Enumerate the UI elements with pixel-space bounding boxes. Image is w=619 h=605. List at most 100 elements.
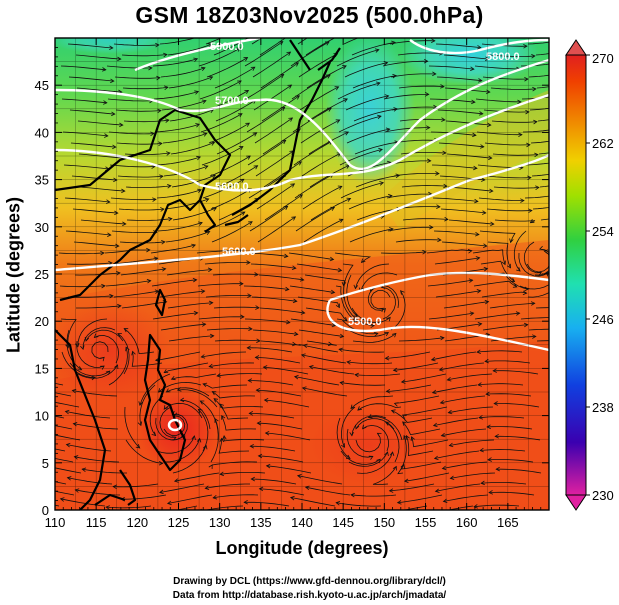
streamline-arrow [342,65,347,70]
streamline [115,109,161,112]
streamline [372,466,397,485]
streamline-arrow [286,51,292,56]
credit-data: Data from http://database.rish.kyoto-u.a… [172,590,447,601]
streamline-arrow [151,431,157,437]
streamline [382,60,428,67]
streamline-arrow [248,326,253,331]
streamline-arrow [196,155,201,161]
streamline-arrow [402,421,407,426]
streamline-arrow [477,322,483,327]
streamline [289,285,335,293]
streamline [340,182,384,199]
streamline-arrow [19,376,23,380]
streamline [104,249,150,254]
streamline-arrow [208,300,214,306]
streamline-arrow [300,353,306,358]
streamline-arrow [258,486,264,492]
streamline [293,140,333,166]
streamline-arrow [131,350,136,356]
streamline-arrow [112,484,117,490]
streamline-arrow [245,122,251,127]
streamline-arrow [468,278,474,283]
streamline [526,250,549,273]
streamline-arrow [153,256,159,262]
streamline [125,185,171,188]
streamline [524,195,549,199]
streamline-arrow [110,78,115,84]
streamline-arrow [556,274,560,278]
streamline [344,62,388,78]
streamline-arrow [214,418,219,423]
streamline [535,53,549,56]
streamline [481,291,527,298]
streamline [262,128,301,155]
streamline [435,290,481,298]
streamline [303,219,344,243]
streamline-arrow [194,90,200,95]
streamline-arrow [337,185,343,190]
streamline-arrow [479,111,484,116]
x-axis-title: Longitude (degrees) [215,538,389,558]
streamline [340,406,356,448]
streamline-arrow [341,32,345,36]
streamline [337,82,381,100]
streamline [167,302,213,309]
streamline-arrow [487,457,492,462]
streamline-arrow [383,28,387,32]
streamline-arrow [475,256,481,261]
streamline [443,494,489,502]
streamline-arrow [250,34,254,38]
streamline [55,504,60,507]
streamline-arrow [531,54,536,59]
streamline [351,42,396,56]
streamline [171,413,188,441]
streamline [539,185,549,188]
streamline-arrow [385,421,390,426]
streamline-arrow [386,316,391,322]
streamline-arrow [432,422,438,428]
streamline [205,295,252,298]
streamline-arrow [219,471,225,477]
streamline-arrow [495,466,500,472]
streamline-arrow [391,332,397,338]
streamline [350,395,394,409]
streamline [443,54,489,60]
streamline [336,417,351,459]
streamline-arrow [166,151,171,156]
streamline-arrow [340,443,346,448]
streamline-arrow [473,165,478,171]
streamline-arrow [292,298,298,304]
streamline [445,120,491,126]
streamline-arrow [429,224,434,230]
y-axis-title: Latitude (degrees) [3,196,24,354]
streamline [210,418,219,463]
streamline-arrow [384,355,390,361]
streamline [397,435,407,475]
streamline [346,428,373,458]
x-axis: 110 115 120 125 130 135 140 145 150 155 160 165 [45,38,542,530]
streamline [404,472,450,482]
streamline [159,38,196,45]
streamline [252,329,298,335]
streamline [252,51,291,78]
streamline [209,155,251,177]
streamline [257,422,303,430]
streamline [290,318,336,326]
streamline [485,360,531,364]
streamline-arrow [158,141,163,147]
streamline [70,142,116,148]
streamline-arrow [117,56,122,62]
streamline-arrow [335,303,340,309]
streamline-arrow [538,245,544,251]
streamline-arrow [240,314,245,320]
streamline-arrow [198,221,203,226]
streamline [297,38,308,45]
streamline [213,398,249,420]
streamline [121,494,167,500]
streamline-arrow [325,41,330,46]
streamline-arrow [518,132,523,138]
streamline-arrow [337,267,343,273]
streamline-arrow [441,117,446,122]
streamline-arrow [561,276,565,280]
streamline [198,409,209,452]
